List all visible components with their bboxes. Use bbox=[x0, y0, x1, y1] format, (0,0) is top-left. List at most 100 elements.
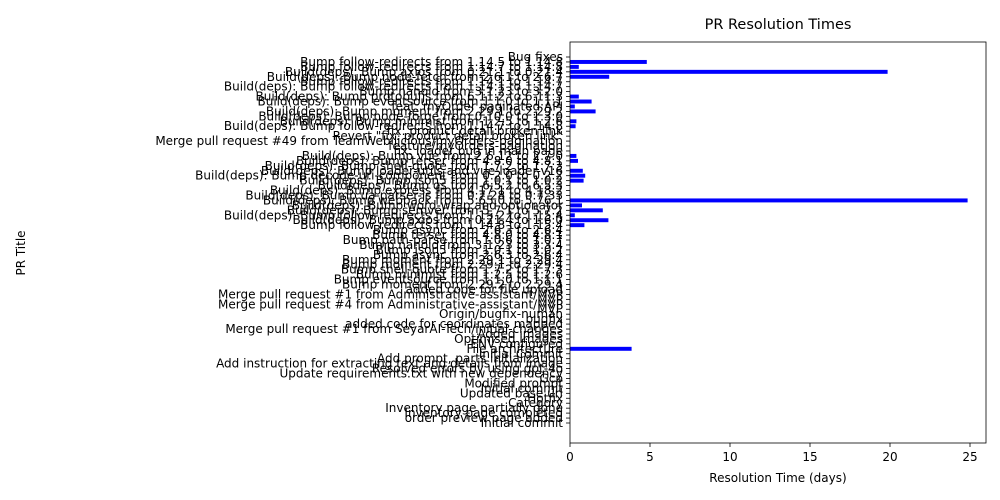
bar-3 bbox=[570, 69, 888, 74]
y-tick-label-49: MVP bbox=[537, 292, 563, 306]
y-tick-label-44: Bump minimist from 1.2.5 to 1.2.6 bbox=[356, 268, 563, 282]
y-tick-label-28: Build(deps): Bump ua-parser-js from 0.7.… bbox=[245, 188, 563, 202]
bar-13 bbox=[570, 119, 577, 124]
y-tick-label-33: Build(deps): Bump axios from 0.21.4 to 1… bbox=[293, 213, 564, 227]
y-tick-label-13: Build(deps): Bump minimist from 1.2.5 to… bbox=[280, 114, 563, 128]
y-tick-label-69: Hotfix bbox=[527, 391, 563, 405]
bar-1 bbox=[570, 59, 647, 64]
y-tick-label-72: Inventory page completed bbox=[404, 406, 563, 420]
y-tick-label-52: Origin/bugfix-numan bbox=[439, 307, 563, 321]
y-tick-label-47: added code for file upload bbox=[406, 282, 563, 296]
x-tick-label-4: 20 bbox=[882, 450, 897, 464]
y-tick-label-1: Bump follow-redirects from 1.14.5 to 1.1… bbox=[300, 55, 563, 69]
bar-30 bbox=[570, 203, 582, 208]
x-tick-label-0: 0 bbox=[566, 450, 574, 464]
y-tick-label-29: Build(deps): Bump webpack from 5.65.0 to… bbox=[263, 193, 563, 207]
y-tick-label-26: Build(deps): Bump qs from 6.5.2 to 6.5.3 bbox=[318, 179, 563, 193]
bar-25 bbox=[570, 178, 584, 183]
y-tick-label-54: added code for coordinates mapped bbox=[345, 317, 563, 331]
y-tick-label-7: Bump nanoid from 3.1.23 to 3.2.0 bbox=[359, 85, 563, 99]
y-tick-label-14: Build(deps): Bump follow-redirects from … bbox=[224, 119, 563, 133]
x-tick-label-5: 25 bbox=[962, 450, 977, 464]
y-tick-label-60: Initial Commit bbox=[479, 347, 563, 361]
y-tick-label-37: Bump path-parse from 1.0.6 to 1.0.7 bbox=[343, 233, 563, 247]
bar-24 bbox=[570, 173, 586, 178]
y-tick-label-62: Add instruction for extracting text and … bbox=[216, 357, 563, 371]
y-tick-label-58: ENV configured bbox=[470, 337, 563, 351]
y-tick-label-5: Bump follow-redirects from 1.14.1 to 1.1… bbox=[300, 75, 563, 89]
y-tick-label-6: Build(deps): Bump follow-redirects from … bbox=[224, 80, 563, 94]
bar-31 bbox=[570, 208, 603, 213]
bar-29 bbox=[570, 198, 968, 203]
bar-2 bbox=[570, 64, 579, 69]
y-tick-label-63: Resolved errors by using gpt-4o bbox=[372, 362, 563, 376]
y-tick-label-48: Merge pull request #1 from Administrativ… bbox=[218, 287, 563, 301]
y-tick-label-40: Bump async from 2.6.3 to 2.6.4 bbox=[373, 248, 563, 262]
y-tick-label-53: bugfix bbox=[526, 312, 564, 326]
bar-10 bbox=[570, 104, 575, 109]
y-tick-label-39: Bump json5 from 1.0.1 to 1.0.2 bbox=[376, 243, 563, 257]
y-tick-label-25: Build(deps): Bump json5 from 1.0.1 to 1.… bbox=[299, 174, 563, 188]
plot-area bbox=[569, 41, 987, 444]
y-tick-label-32: Build(deps): Bump follow-redirects from … bbox=[224, 208, 563, 222]
y-tick-label-3: Build(deps): Bump axios from 0.21.1 to 0… bbox=[285, 65, 563, 79]
y-tick-label-73: order preview page added bbox=[405, 411, 563, 425]
y-tick-label-0: Bug fixes bbox=[508, 50, 563, 64]
chart-title: PR Resolution Times bbox=[705, 17, 852, 33]
x-tick-label-1: 5 bbox=[646, 450, 654, 464]
x-tick-label-2: 10 bbox=[722, 450, 737, 464]
plot-frame bbox=[569, 41, 987, 444]
y-tick-label-42: Bump moment from 2.29.1 to 2.29.4 bbox=[342, 258, 563, 272]
bar-14 bbox=[570, 124, 576, 129]
y-tick-label-24: Build(deps): Bump decode-uri-component f… bbox=[195, 169, 563, 183]
y-tick-label-8: Build(deps): Bump protobufjs from 6.11.2… bbox=[256, 90, 563, 104]
y-tick-label-27: Build(deps): Bump express from 4.17.1 to… bbox=[270, 184, 563, 198]
y-tick-label-12: Build(deps): Bump node-forge from 0.10.0… bbox=[258, 109, 563, 123]
y-tick-label-31: Build(deps): Bump semver from 5.7.1 to 5… bbox=[287, 203, 563, 217]
bar-59 bbox=[570, 346, 632, 351]
y-tick-label-38: Bump nanoid from 3.1.23 to 3.3.4 bbox=[359, 238, 563, 252]
y-tick-label-16: Revert "fix: product detail broken link" bbox=[333, 129, 563, 143]
y-tick-label-21: Build(deps): Bump terser from 4.8.0 to 4… bbox=[296, 154, 563, 168]
y-tick-label-67: Initial commit bbox=[481, 381, 564, 395]
y-tick-label-46: Bump moment from 2.29.2 to 2.29.4 bbox=[342, 278, 563, 292]
y-tick-label-2: Bump follow-redirects from 1.14.7 to 1.1… bbox=[300, 60, 563, 74]
y-tick-label-68: Updated base url bbox=[460, 386, 563, 400]
y-tick-label-35: Bump async from 2.6.3 to 2.6.4 bbox=[373, 223, 563, 237]
y-tick-label-30: Build(deps): Bump word-wrap and optionat… bbox=[292, 198, 563, 212]
bar-21 bbox=[570, 158, 578, 163]
y-tick-label-17: Merge pull request #49 from TeamWebilici… bbox=[155, 134, 563, 148]
y-tick-label-43: Bump shell-quote from 1.7.2 to 1.7.3 bbox=[341, 263, 563, 277]
y-tick-label-23: Build(deps): Bump loader-utils and vue-l… bbox=[261, 164, 563, 178]
y-tick-label-65: Gcp bbox=[539, 371, 563, 385]
x-tick-label-3: 15 bbox=[802, 450, 817, 464]
y-tick-label-9: Build(deps): Bump eventsource from 1.1.0… bbox=[258, 95, 564, 109]
bar-34 bbox=[570, 223, 585, 228]
y-tick-label-36: Bump terser from 4.8.0 to 4.8.1 bbox=[372, 228, 563, 242]
bar-8 bbox=[570, 94, 579, 99]
y-tick-label-22: Build(deps): Bump shell-quote from 1.7.2… bbox=[265, 159, 563, 173]
y-tick-label-11: Build(deps): Bump moment from 2.29.1 to … bbox=[266, 104, 563, 118]
y-tick-label-57: Optimised images bbox=[454, 332, 563, 346]
y-tick-label-20: Build(deps): Bump vue from 2.6.12 to 2.7… bbox=[302, 149, 563, 163]
y-tick-label-61: Add prompt, parts initialization bbox=[377, 352, 563, 366]
y-tick-label-45: Bump eventsource from 1.1.0 to 1.1.1 bbox=[334, 273, 563, 287]
y-tick-label-66: Modified prompt bbox=[464, 376, 563, 390]
bar-32 bbox=[570, 213, 575, 218]
x-axis-title: Resolution Time (days) bbox=[709, 471, 846, 485]
y-tick-label-51: MVP bbox=[537, 302, 563, 316]
y-tick-label-56: Added images bbox=[477, 327, 563, 341]
bar-23 bbox=[570, 168, 583, 173]
y-tick-label-59: File architecture bbox=[466, 342, 563, 356]
x-axis: 0 5 10 15 20 25 bbox=[566, 443, 978, 464]
bar-11 bbox=[570, 109, 596, 114]
y-tick-label-71: Inventory page partially done bbox=[385, 401, 563, 415]
y-tick-label-64: Update requirements.txt with new depende… bbox=[279, 367, 563, 381]
y-tick-label-55: Merge pull request #1 from SeyarAI-Tech/… bbox=[225, 322, 563, 336]
y-tick-label-41: Bump moment from 2.29.1 to 2.29.4 bbox=[342, 253, 563, 267]
bar-9 bbox=[570, 99, 592, 104]
y-tick-label-50: Merge pull request #4 from Administrativ… bbox=[218, 297, 563, 311]
bar-33 bbox=[570, 218, 609, 223]
